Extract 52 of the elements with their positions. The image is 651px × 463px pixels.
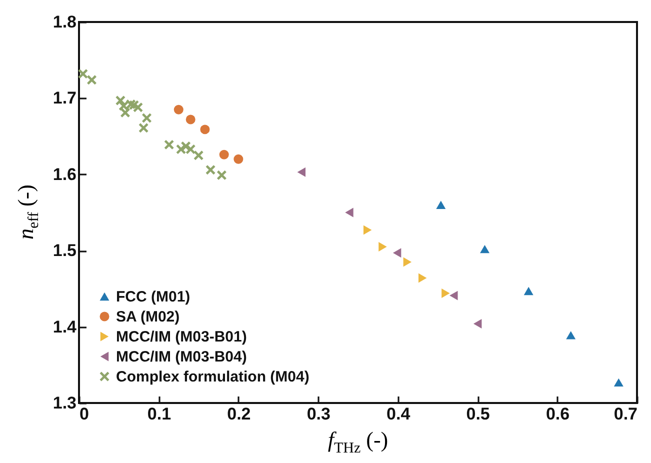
y-tick-label: 1.7: [52, 88, 76, 108]
point: [566, 331, 576, 340]
legend-label: MCC/IM (M03-B04): [116, 348, 247, 366]
point: [234, 154, 244, 164]
point: [133, 102, 143, 112]
legend-label: MCC/IM (M03-B01): [116, 328, 247, 346]
x-tick-label: 0.1: [147, 404, 172, 424]
y-tick-label: 1.5: [52, 241, 76, 260]
point: [418, 273, 427, 283]
point: [120, 108, 130, 118]
point: [450, 290, 458, 300]
x-tick-label: 0: [80, 404, 89, 424]
point: [200, 124, 210, 134]
y-tick-label: 1.6: [52, 164, 76, 184]
point: [392, 248, 402, 258]
point: [614, 378, 624, 387]
point: [186, 114, 196, 124]
y-tick-label: 1.8: [52, 12, 76, 32]
x-tick-label: 0.3: [306, 404, 330, 424]
point: [164, 140, 174, 150]
legend-label: FCC (M01): [116, 288, 190, 306]
x-tick-label: 0.5: [466, 404, 490, 424]
legend-label: SA (M02): [116, 308, 180, 326]
x-axis-title: f$_{THz}$ (-): [328, 427, 388, 458]
point: [116, 96, 126, 106]
point: [363, 225, 372, 235]
point: [436, 200, 446, 209]
y-tick-label: 1.3: [52, 394, 76, 412]
y-tick-label: 1.4: [52, 317, 78, 336]
point: [174, 104, 184, 114]
point: [194, 150, 204, 160]
point: [142, 113, 152, 123]
point: [206, 165, 216, 175]
point: [473, 319, 482, 328]
point: [378, 242, 387, 252]
point: [403, 257, 412, 267]
point: [216, 170, 226, 180]
point: [480, 244, 490, 254]
point: [442, 288, 450, 298]
x-tick-label: 0.6: [546, 404, 570, 424]
x-tick-label: 0.2: [227, 404, 251, 424]
point: [297, 167, 306, 177]
legend-label: Complex formulation (M04): [116, 368, 310, 386]
point: [219, 150, 229, 160]
point: [138, 123, 148, 133]
point: [78, 69, 88, 79]
x-tick-label: 0.7: [614, 404, 638, 424]
point: [186, 144, 196, 154]
point: [87, 75, 96, 85]
point: [524, 286, 534, 296]
point: [345, 208, 354, 218]
x-tick-label: 0.4: [386, 404, 411, 424]
